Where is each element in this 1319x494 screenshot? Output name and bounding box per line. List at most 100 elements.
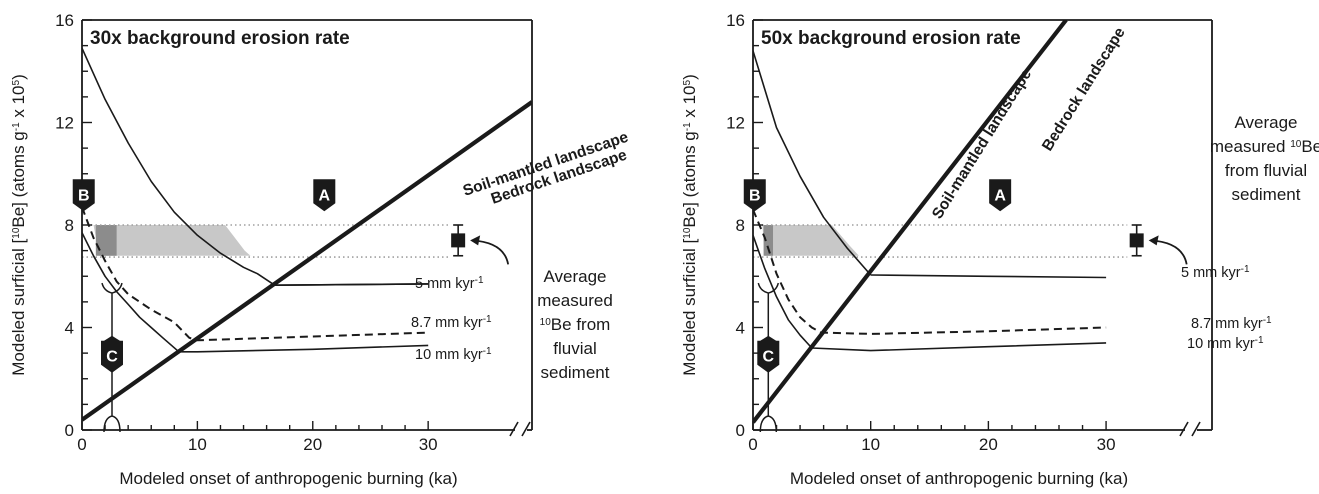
panel-1: 0 10 20 30 0 4 8 12 16 Modeled onset of anthropog…	[9, 11, 631, 488]
superscript: -1	[682, 122, 693, 131]
average-annotation-line: Average	[1234, 113, 1297, 132]
superscript: 10	[682, 227, 693, 239]
marker-letter: B	[749, 187, 761, 204]
y-axis-label-group: Modeled surficial [10Be] (atoms g-1 x 10…	[9, 74, 28, 376]
measured-range-band	[93, 225, 251, 256]
arrowhead	[1148, 235, 1159, 246]
text-span: 5 mm kyr	[415, 276, 475, 292]
superscript: -1	[1241, 264, 1250, 275]
rate-label-8-7: 8.7 mm kyr-1	[411, 314, 492, 332]
text-span: 8.7 mm kyr	[411, 315, 483, 331]
text-span: Be] (atoms g	[9, 131, 28, 227]
average-annotation-line: measured	[537, 291, 613, 310]
marker-letter: A	[319, 187, 331, 204]
panel-title: 50x background erosion rate	[761, 28, 1021, 49]
x-axis-label: Modeled onset of anthropogenic burning (…	[119, 469, 457, 488]
band-dark-segment	[763, 225, 774, 256]
y-tick-label: 8	[65, 216, 74, 235]
marker-c-top	[101, 335, 123, 343]
average-annotation-line: Average	[543, 267, 606, 286]
average-annotation-line: fluvial	[553, 339, 596, 358]
x-tick-label: 0	[748, 435, 757, 454]
series-line	[82, 232, 429, 353]
superscript: 5	[11, 79, 22, 85]
rate-label-5: 5 mm kyr-1	[1181, 264, 1250, 282]
marker-letter: A	[994, 187, 1006, 204]
text-span: Modeled surficial [	[9, 238, 28, 375]
marker-letter: C	[763, 349, 775, 366]
average-annotation-line: sediment	[541, 363, 610, 382]
x-tick-label: 0	[77, 435, 86, 454]
text-span: x 10	[680, 85, 699, 122]
plot-area	[753, 20, 1128, 424]
y-tick-label: 8	[736, 216, 745, 235]
marker-a	[313, 179, 336, 212]
series-line	[753, 235, 1107, 352]
y-tick-label: 0	[65, 421, 74, 440]
text-span: sediment	[541, 363, 610, 382]
superscript: -1	[1255, 335, 1264, 346]
marker-letter: C	[106, 349, 118, 366]
series-line	[870, 274, 1107, 279]
marker-c	[757, 340, 780, 373]
superscript: -1	[483, 314, 492, 325]
y-tick-label: 16	[726, 11, 745, 30]
superscript: 10	[1290, 139, 1302, 150]
y-axis-label-group: Modeled surficial [10Be] (atoms g-1 x 10…	[680, 74, 699, 376]
rate-label-8-7: 8.7 mm kyr-1	[1191, 315, 1272, 333]
band-dark-segment	[95, 225, 117, 256]
panel-2: 0 10 20 30 0 4 8 12 16 Modeled onset of anthropog…	[680, 11, 1319, 488]
text-span: Modeled surficial [	[680, 238, 699, 375]
superscript: -1	[483, 346, 492, 357]
x-tick-label: 30	[419, 435, 438, 454]
marker-b	[743, 179, 766, 212]
text-span: x 10	[9, 85, 28, 122]
text-span: measured	[537, 291, 613, 310]
text-span: 10 mm kyr	[415, 347, 483, 363]
rate-label-10: 10 mm kyr-1	[1187, 335, 1264, 353]
series-line	[753, 209, 1107, 335]
text-span: 10 mm kyr	[1187, 336, 1255, 352]
y-tick-label: 0	[736, 421, 745, 440]
text-span: Average	[1234, 113, 1297, 132]
text-span: )	[680, 74, 699, 80]
x-tick-label: 30	[1097, 435, 1116, 454]
superscript: -1	[11, 122, 22, 131]
text-span: Be	[1301, 137, 1319, 156]
measured-range-band	[762, 225, 859, 256]
series-line	[753, 50, 872, 276]
superscript: 5	[682, 79, 693, 85]
text-span: from fluvial	[1225, 161, 1307, 180]
marker-c	[101, 340, 123, 373]
superscript: 10	[540, 317, 552, 328]
y-axis-label: Modeled surficial [10Be] (atoms g-1 x 10…	[680, 74, 699, 376]
rate-label-5: 5 mm kyr-1	[415, 275, 484, 293]
arrowhead	[470, 235, 481, 246]
x-axis-label: Modeled onset of anthropogenic burning (…	[790, 469, 1128, 488]
axis-break-mark	[1191, 421, 1201, 437]
bedrock-label: Bedrock landscape	[1039, 24, 1129, 154]
x-tick-label: 20	[303, 435, 322, 454]
y-tick-label: 12	[726, 114, 745, 133]
marker-a	[989, 179, 1012, 212]
axis-break-mark	[1179, 421, 1189, 437]
series-line	[82, 100, 532, 422]
axis-break-mark	[509, 421, 519, 437]
superscript: -1	[1263, 315, 1272, 326]
x-tick-label: 20	[979, 435, 998, 454]
superscript: 10	[11, 227, 22, 239]
marker-c-top	[757, 335, 780, 343]
text-span: Average	[543, 267, 606, 286]
panel-title: 30x background erosion rate	[90, 28, 350, 49]
y-tick-label: 12	[55, 114, 74, 133]
rate-label-10: 10 mm kyr-1	[415, 346, 492, 364]
series-line	[82, 206, 429, 342]
axis-break-mark	[521, 421, 531, 437]
text-span: fluvial	[553, 339, 596, 358]
text-span: )	[9, 74, 28, 80]
text-span: Be] (atoms g	[680, 131, 699, 227]
marker-b	[72, 179, 95, 212]
plot-area	[82, 47, 532, 422]
y-tick-label: 4	[65, 319, 74, 338]
